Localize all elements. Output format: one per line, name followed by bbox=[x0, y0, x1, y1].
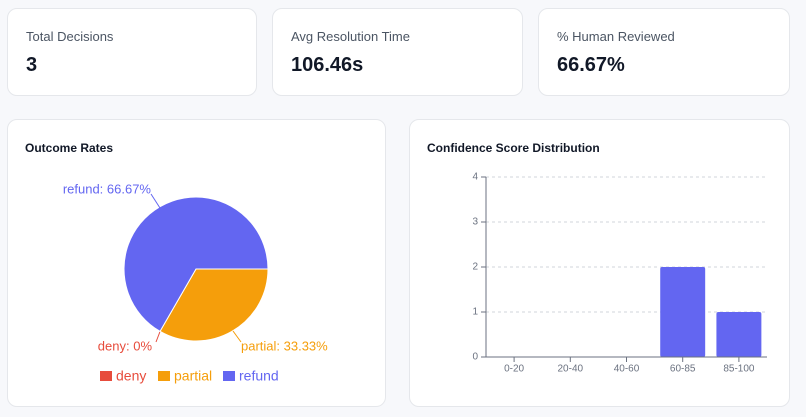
pie-label-partial: partial: 33.33% bbox=[241, 338, 328, 353]
y-tick-label: 0 bbox=[472, 352, 478, 363]
stat-label: Avg Resolution Time bbox=[291, 29, 410, 44]
stat-card-human-reviewed: % Human Reviewed 66.67% bbox=[538, 8, 790, 96]
x-tick-label: 20-40 bbox=[558, 364, 584, 375]
legend-swatch-deny bbox=[100, 371, 112, 381]
pie-label-deny: deny: 0% bbox=[98, 338, 153, 353]
bar-60-85 bbox=[660, 267, 706, 357]
y-tick-label: 4 bbox=[472, 172, 478, 183]
panel-title: Outcome Rates bbox=[25, 141, 114, 155]
legend-swatch-refund bbox=[223, 371, 235, 381]
x-tick-label: 60-85 bbox=[670, 364, 696, 375]
outcome-rates-panel: Outcome Rates deny: 0% partial: 33.33% ref… bbox=[7, 119, 386, 407]
stat-label: Total Decisions bbox=[26, 29, 114, 44]
stat-label: % Human Reviewed bbox=[557, 29, 675, 44]
pie-slice-partial bbox=[159, 268, 269, 342]
pie-label-leader-refund bbox=[150, 193, 161, 209]
stat-card-total-decisions: Total Decisions 3 bbox=[7, 8, 257, 96]
stat-value: 3 bbox=[26, 54, 38, 76]
stat-value: 106.46s bbox=[291, 54, 364, 76]
pie-slice-refund bbox=[123, 196, 269, 333]
x-tick-label: 85-100 bbox=[723, 364, 755, 375]
x-tick-label: 0-20 bbox=[504, 364, 524, 375]
outcome-pie-chart: deny: 0% partial: 33.33% refund: 66.67% den… bbox=[63, 181, 328, 384]
confidence-bar-chart: 0 1 2 3 4 0-20 20-40 40-60 60-85 85-100 bbox=[472, 172, 767, 375]
y-tick-label: 2 bbox=[472, 262, 478, 273]
bar-85-100 bbox=[716, 312, 762, 357]
pie-label-leader-partial bbox=[232, 330, 242, 343]
legend-swatch-partial bbox=[158, 371, 170, 381]
y-tick-label: 1 bbox=[472, 307, 478, 318]
stat-value: 66.67% bbox=[557, 54, 625, 76]
y-tick-label: 3 bbox=[472, 217, 478, 228]
x-tick-label: 40-60 bbox=[614, 364, 640, 375]
panel-title: Confidence Score Distribution bbox=[427, 141, 600, 155]
legend-label-refund: refund bbox=[239, 368, 279, 384]
legend-label-deny: deny bbox=[116, 368, 146, 384]
legend-label-partial: partial bbox=[174, 368, 212, 384]
confidence-distribution-panel: Confidence Score Distribution 0 1 2 3 4 0-20 2… bbox=[409, 119, 790, 407]
stat-card-avg-resolution-time: Avg Resolution Time 106.46s bbox=[272, 8, 523, 96]
pie-label-refund: refund: 66.67% bbox=[63, 181, 152, 196]
